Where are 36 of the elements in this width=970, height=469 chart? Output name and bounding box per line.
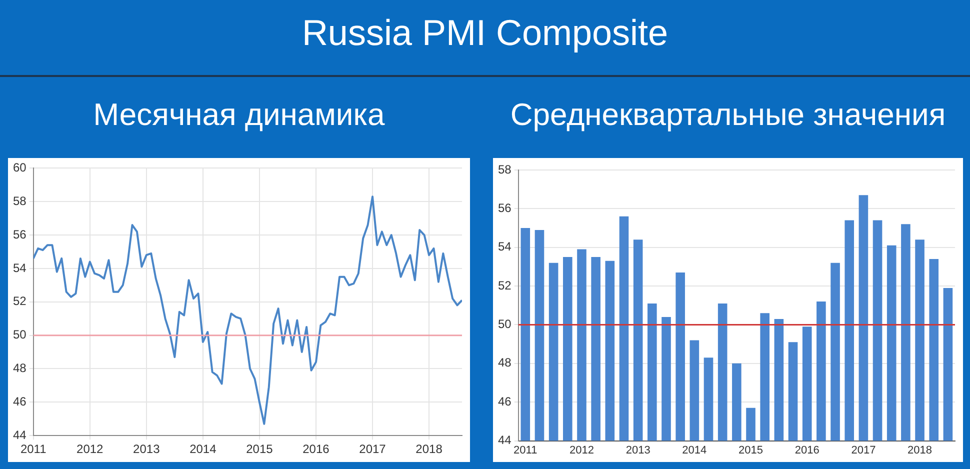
y-tick-label: 46 bbox=[12, 394, 27, 408]
y-tick-label: 52 bbox=[12, 294, 27, 308]
x-tick-label: 2013 bbox=[626, 444, 650, 456]
y-tick-label: 56 bbox=[498, 201, 512, 215]
y-tick-label: 58 bbox=[12, 194, 27, 208]
x-tick-label: 2011 bbox=[514, 444, 538, 456]
y-tick-label: 60 bbox=[12, 160, 27, 175]
x-tick-label: 2011 bbox=[20, 442, 47, 456]
x-tick-label: 2014 bbox=[682, 444, 707, 456]
x-tick-label: 2014 bbox=[190, 442, 217, 456]
y-tick-label: 50 bbox=[12, 328, 27, 342]
chart-subtitle: Месячная динамика bbox=[92, 97, 386, 133]
y-tick-label: 44 bbox=[498, 433, 512, 448]
x-tick-label: 2012 bbox=[76, 442, 104, 456]
x-tick-label: 2016 bbox=[794, 444, 820, 456]
y-tick-label: 54 bbox=[498, 240, 512, 254]
y-tick-label: 46 bbox=[498, 394, 512, 408]
y-tick-label: 48 bbox=[498, 356, 512, 370]
y-tick-label: 50 bbox=[498, 317, 512, 332]
y-tick-label: 52 bbox=[498, 278, 512, 292]
x-tick-label: 2015 bbox=[246, 442, 274, 456]
x-tick-label: 2016 bbox=[302, 442, 330, 456]
x-tick-label: 2013 bbox=[133, 442, 160, 456]
x-tick-label: 2017 bbox=[359, 442, 386, 456]
y-tick-label: 54 bbox=[12, 260, 27, 275]
y-tick-label: 44 bbox=[12, 428, 27, 442]
x-tick-label: 2018 bbox=[416, 442, 443, 456]
chart-title: Среднеквартальные значения bbox=[509, 97, 947, 133]
y-tick-label: 48 bbox=[12, 361, 27, 376]
x-tick-label: 2012 bbox=[569, 444, 594, 456]
x-tick-label: 2017 bbox=[851, 444, 876, 456]
x-tick-label: 2018 bbox=[908, 444, 932, 456]
y-tick-label: 58 bbox=[498, 162, 512, 176]
y-tick-label: 56 bbox=[12, 227, 27, 242]
chart-title: Russia PMI Composite bbox=[300, 12, 670, 54]
x-tick-label: 2015 bbox=[738, 444, 763, 456]
